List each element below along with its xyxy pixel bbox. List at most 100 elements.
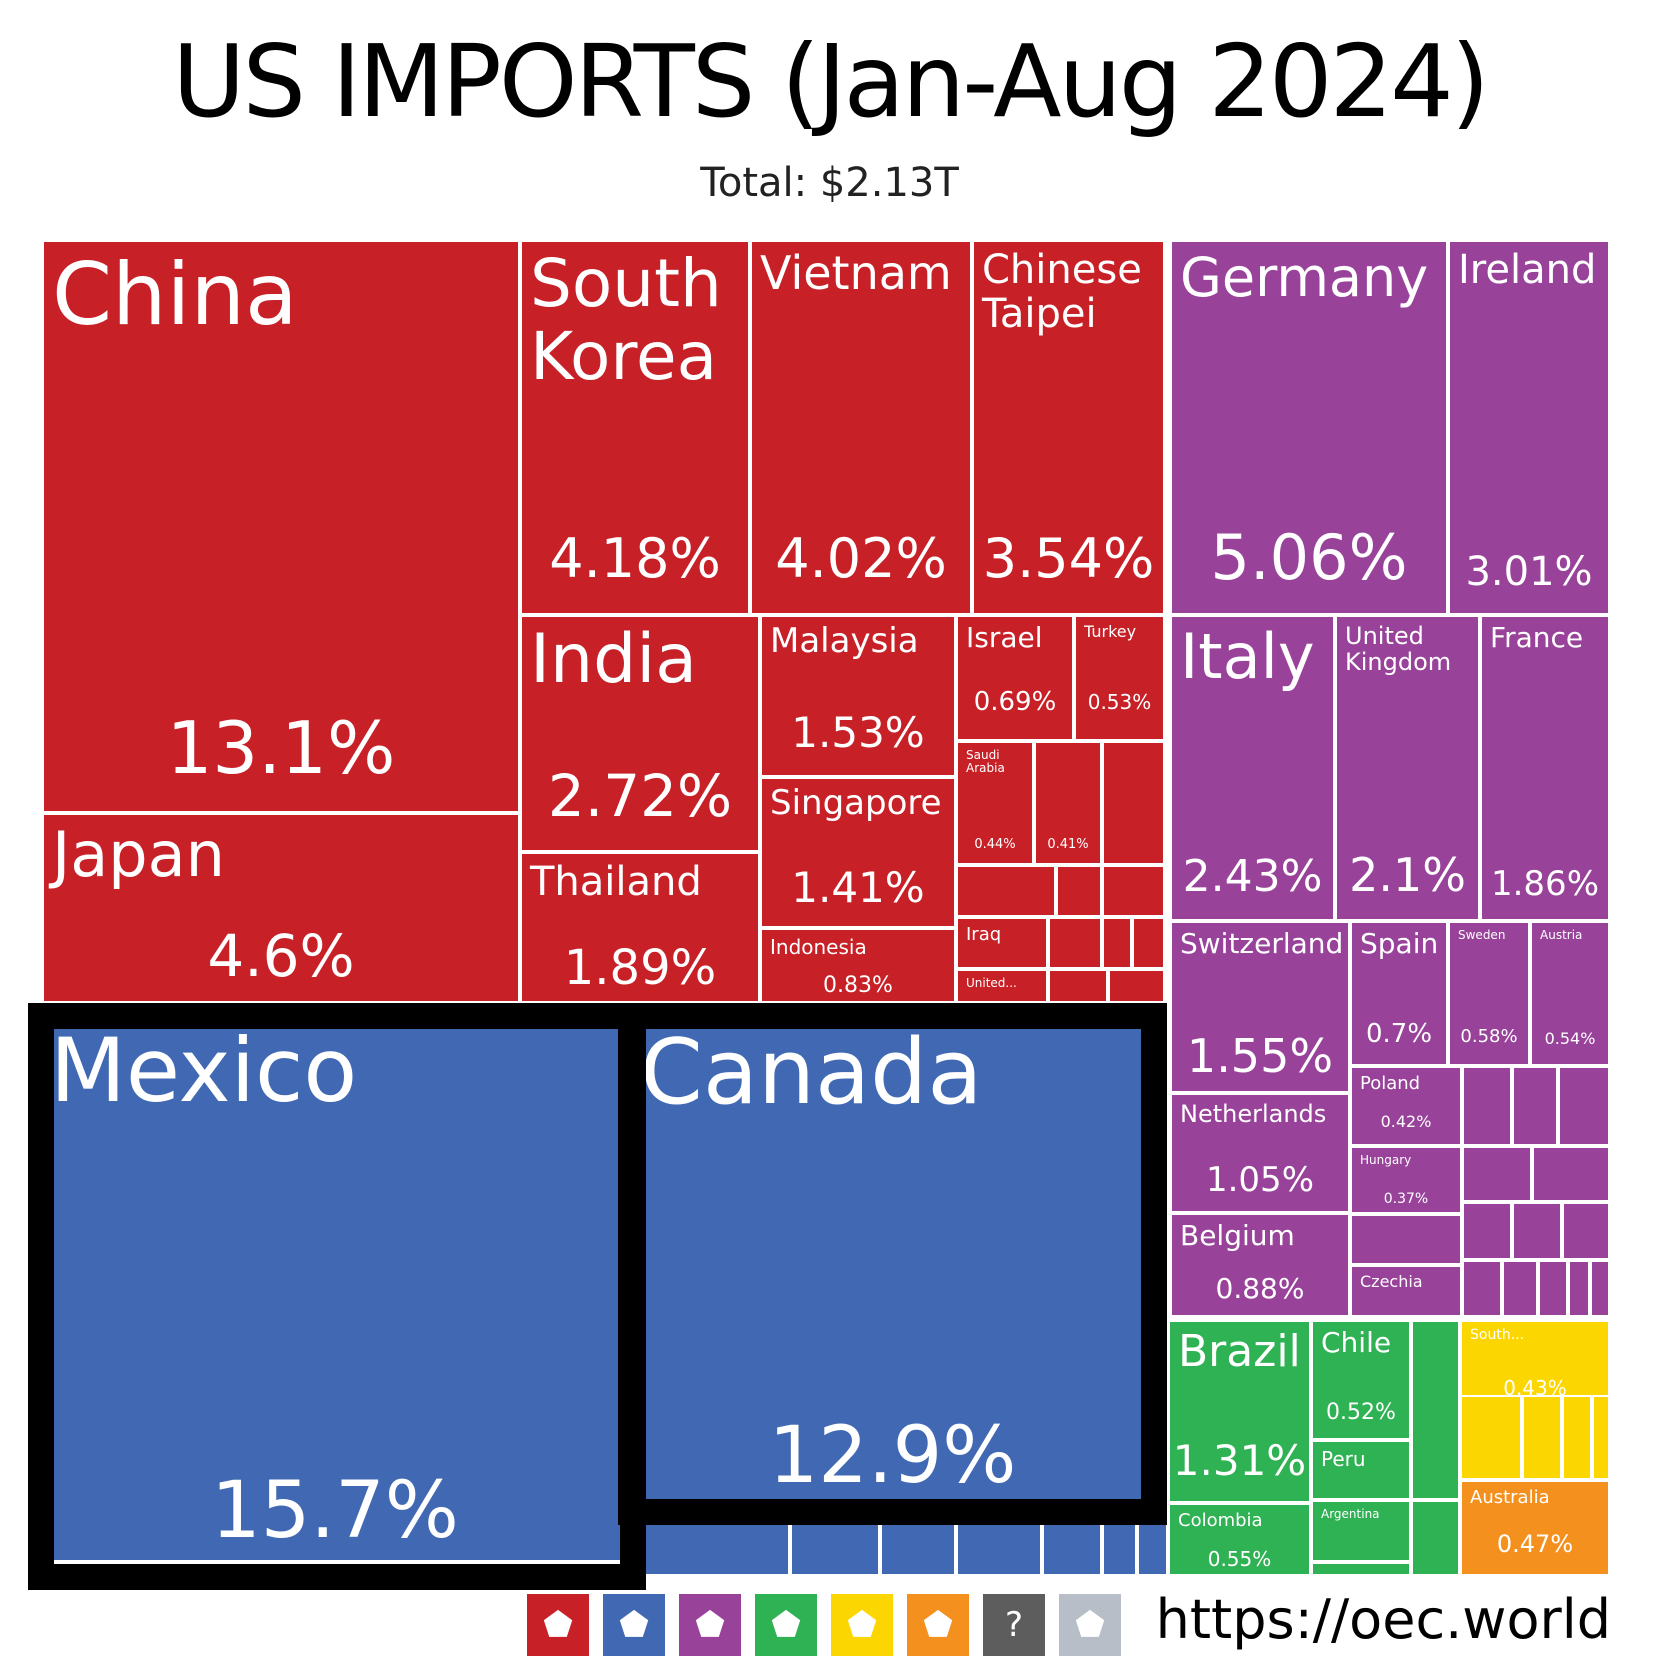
tile-germany[interactable]: Germany 5.06% xyxy=(1170,240,1448,615)
tile-small-north-america[interactable] xyxy=(1042,1501,1102,1576)
asia-icon[interactable]: ⬟ xyxy=(527,1594,589,1656)
tile-small-asia[interactable] xyxy=(1102,865,1165,917)
tile-france[interactable]: France 1.86% xyxy=(1480,615,1610,921)
tile-small-north-america[interactable] xyxy=(790,1501,880,1576)
tile-small-north-america[interactable] xyxy=(630,1501,790,1576)
tile-percentage: 1.53% xyxy=(791,708,925,757)
tile-argentina[interactable]: Argentina xyxy=(1311,1500,1411,1562)
tile-name: Spain xyxy=(1360,927,1439,960)
tile-small-europe[interactable] xyxy=(1590,1260,1610,1317)
tile-china[interactable]: China 13.1% xyxy=(42,240,520,813)
tile-small-europe[interactable] xyxy=(1538,1260,1568,1317)
tile-name: Hungary xyxy=(1360,1153,1412,1167)
oceania-icon[interactable]: ⬟ xyxy=(907,1594,969,1656)
africa-icon[interactable]: ⬟ xyxy=(831,1594,893,1656)
tile-canada[interactable]: Canada 12.9% xyxy=(630,1015,1155,1501)
tile-israel[interactable]: Israel 0.69% xyxy=(956,615,1074,741)
tile-malaysia[interactable]: Malaysia 1.53% xyxy=(760,615,956,777)
tile-name: Italy xyxy=(1180,620,1315,693)
tile-small-asia[interactable] xyxy=(1048,917,1102,969)
tile-small-europe[interactable] xyxy=(1558,1066,1610,1146)
tile-poland[interactable]: Poland 0.42% xyxy=(1350,1066,1462,1146)
tile-small-europe[interactable] xyxy=(1512,1066,1558,1146)
tile-netherlands[interactable]: Netherlands 1.05% xyxy=(1170,1093,1350,1213)
tile-small-europe[interactable] xyxy=(1462,1202,1512,1260)
tile-small-asia[interactable] xyxy=(1132,917,1165,969)
north-america-icon[interactable]: ⬟ xyxy=(603,1594,665,1656)
tile-iraq[interactable]: Iraq xyxy=(956,917,1048,969)
tile-brazil[interactable]: Brazil 1.31% xyxy=(1168,1320,1311,1503)
tile-name: Switzerland xyxy=(1180,927,1344,960)
tile-chile[interactable]: Chile 0.52% xyxy=(1311,1320,1411,1440)
tile-chinese-taipei[interactable]: Chinese Taipei 3.54% xyxy=(972,240,1165,615)
source-url[interactable]: https://oec.world xyxy=(1155,1588,1611,1651)
tile-colombia[interactable]: Colombia 0.55% xyxy=(1168,1503,1311,1576)
tile-small-europe[interactable] xyxy=(1462,1146,1532,1202)
tile-item-13[interactable]: 0.41% xyxy=(1034,741,1102,865)
tile-small-europe[interactable] xyxy=(1350,1214,1462,1265)
tile-spain[interactable]: Spain 0.7% xyxy=(1350,921,1448,1066)
tile-italy[interactable]: Italy 2.43% xyxy=(1170,615,1335,921)
tile-small-africa[interactable] xyxy=(1522,1395,1562,1480)
tile-small-south-america[interactable] xyxy=(1411,1320,1460,1500)
tile-percentage: 4.18% xyxy=(549,527,721,590)
tile-belgium[interactable]: Belgium 0.88% xyxy=(1170,1213,1350,1317)
tile-small-africa[interactable] xyxy=(1460,1395,1522,1480)
tile-small-europe[interactable] xyxy=(1568,1260,1590,1317)
tile-india[interactable]: India 2.72% xyxy=(520,615,760,852)
tile-hungary[interactable]: Hungary 0.37% xyxy=(1350,1146,1462,1214)
tile-small-africa[interactable] xyxy=(1592,1395,1610,1480)
tile-percentage: 0.44% xyxy=(974,837,1016,852)
tile-small-asia[interactable] xyxy=(956,865,1056,917)
tile-small-europe[interactable] xyxy=(1502,1260,1538,1317)
tile-vietnam[interactable]: Vietnam 4.02% xyxy=(750,240,972,615)
tile-small-asia[interactable] xyxy=(1102,741,1165,865)
tile-sweden[interactable]: Sweden 0.58% xyxy=(1448,921,1530,1066)
tile-small-europe[interactable] xyxy=(1562,1202,1610,1260)
tile-small-asia[interactable] xyxy=(1108,969,1165,1003)
tile-small-south-america[interactable] xyxy=(1411,1500,1460,1576)
antarctica-icon[interactable]: ⬟ xyxy=(1059,1594,1121,1656)
tile-turkey[interactable]: Turkey 0.53% xyxy=(1074,615,1165,741)
tile-ireland[interactable]: Ireland 3.01% xyxy=(1448,240,1610,615)
tile-small-asia[interactable] xyxy=(1048,969,1108,1003)
tile-percentage: 0.55% xyxy=(1207,1547,1272,1571)
tile-small-north-america[interactable] xyxy=(1102,1501,1137,1576)
tile-peru[interactable]: Peru xyxy=(1311,1440,1411,1500)
tile-percentage: 1.41% xyxy=(791,863,925,912)
tile-percentage: 1.89% xyxy=(563,940,717,996)
tile-name: Australia xyxy=(1470,1487,1550,1508)
tile-south-korea[interactable]: South Korea 4.18% xyxy=(520,240,750,615)
tile-united-kingdom[interactable]: United Kingdom 2.1% xyxy=(1335,615,1480,921)
unknown-region-icon[interactable]: ? xyxy=(983,1594,1045,1656)
tile-united[interactable]: United... xyxy=(956,969,1048,1003)
tile-small-europe[interactable] xyxy=(1462,1260,1502,1317)
tile-small-south-america[interactable] xyxy=(1311,1562,1411,1576)
tile-small-europe[interactable] xyxy=(1532,1146,1610,1202)
tile-small-europe[interactable] xyxy=(1462,1066,1512,1146)
europe-icon[interactable]: ⬟ xyxy=(679,1594,741,1656)
tile-saudi-arabia[interactable]: Saudi Arabia 0.44% xyxy=(956,741,1034,865)
tile-small-asia[interactable] xyxy=(1056,865,1102,917)
tile-switzerland[interactable]: Switzerland 1.55% xyxy=(1170,921,1350,1093)
tile-thailand[interactable]: Thailand 1.89% xyxy=(520,852,760,1003)
tile-mexico[interactable]: Mexico 15.7% xyxy=(40,1015,630,1562)
tile-percentage: 0.69% xyxy=(973,687,1057,717)
tile-percentage: 3.01% xyxy=(1465,549,1593,595)
tile-indonesia[interactable]: Indonesia 0.83% xyxy=(760,928,956,1003)
chart-title: US IMPORTS (Jan-Aug 2024) xyxy=(172,23,1489,140)
tile-small-europe[interactable] xyxy=(1512,1202,1562,1260)
tile-japan[interactable]: Japan 4.6% xyxy=(42,813,520,1003)
tile-percentage: 12.9% xyxy=(768,1411,1017,1501)
tile-small-north-america[interactable] xyxy=(1137,1501,1168,1576)
tile-czechia[interactable]: Czechia xyxy=(1350,1265,1462,1317)
tile-small-africa[interactable] xyxy=(1562,1395,1592,1480)
tile-austria[interactable]: Austria 0.54% xyxy=(1530,921,1610,1066)
tile-small-asia[interactable] xyxy=(1102,917,1132,969)
tile-small-north-america[interactable] xyxy=(956,1501,1042,1576)
south-america-icon[interactable]: ⬟ xyxy=(755,1594,817,1656)
tile-percentage: 0.47% xyxy=(1496,1530,1574,1558)
tile-australia[interactable]: Australia 0.47% xyxy=(1460,1480,1610,1576)
tile-small-north-america[interactable] xyxy=(880,1501,956,1576)
tile-singapore[interactable]: Singapore 1.41% xyxy=(760,777,956,928)
